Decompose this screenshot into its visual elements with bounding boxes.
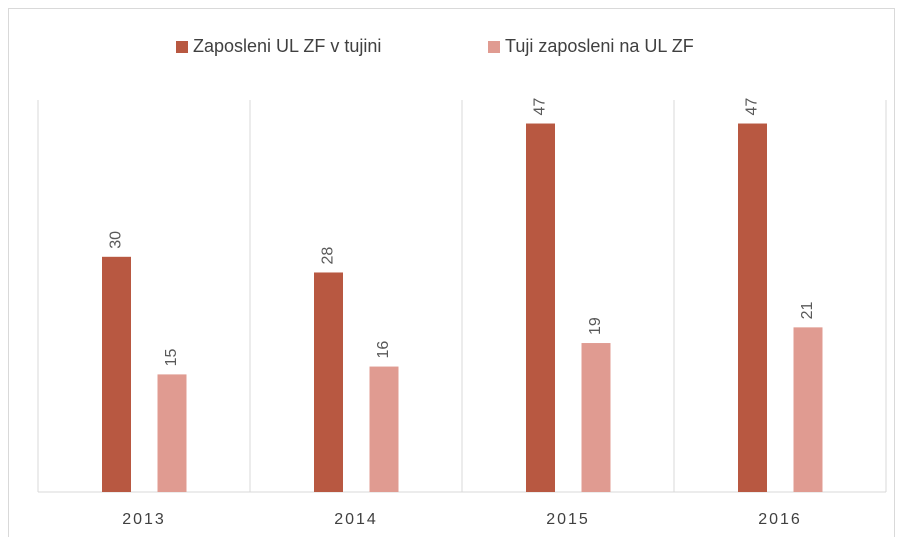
data-label: 47 bbox=[532, 98, 549, 116]
bar bbox=[314, 272, 343, 492]
bar bbox=[793, 327, 823, 492]
data-label: 30 bbox=[108, 231, 125, 249]
data-label: 15 bbox=[163, 349, 180, 367]
data-label: 47 bbox=[744, 98, 761, 116]
x-tick-label: 2016 bbox=[758, 511, 802, 528]
legend-label: Zaposleni UL ZF v tujini bbox=[193, 36, 381, 56]
bar bbox=[369, 366, 399, 492]
bar bbox=[581, 343, 611, 492]
x-tick-label: 2013 bbox=[122, 511, 166, 528]
chart-border bbox=[8, 8, 895, 537]
data-label: 21 bbox=[799, 301, 816, 319]
bar bbox=[157, 374, 187, 492]
legend-swatch bbox=[176, 41, 188, 53]
bar bbox=[102, 256, 131, 492]
data-label: 16 bbox=[375, 341, 392, 359]
bar bbox=[738, 123, 767, 493]
legend-swatch bbox=[488, 41, 500, 53]
x-tick-label: 2015 bbox=[546, 511, 590, 528]
legend-label: Tuji zaposleni na UL ZF bbox=[505, 36, 694, 56]
x-tick-label: 2014 bbox=[334, 511, 378, 528]
data-label: 28 bbox=[320, 247, 337, 265]
bar bbox=[526, 123, 555, 493]
data-label: 19 bbox=[587, 317, 604, 335]
